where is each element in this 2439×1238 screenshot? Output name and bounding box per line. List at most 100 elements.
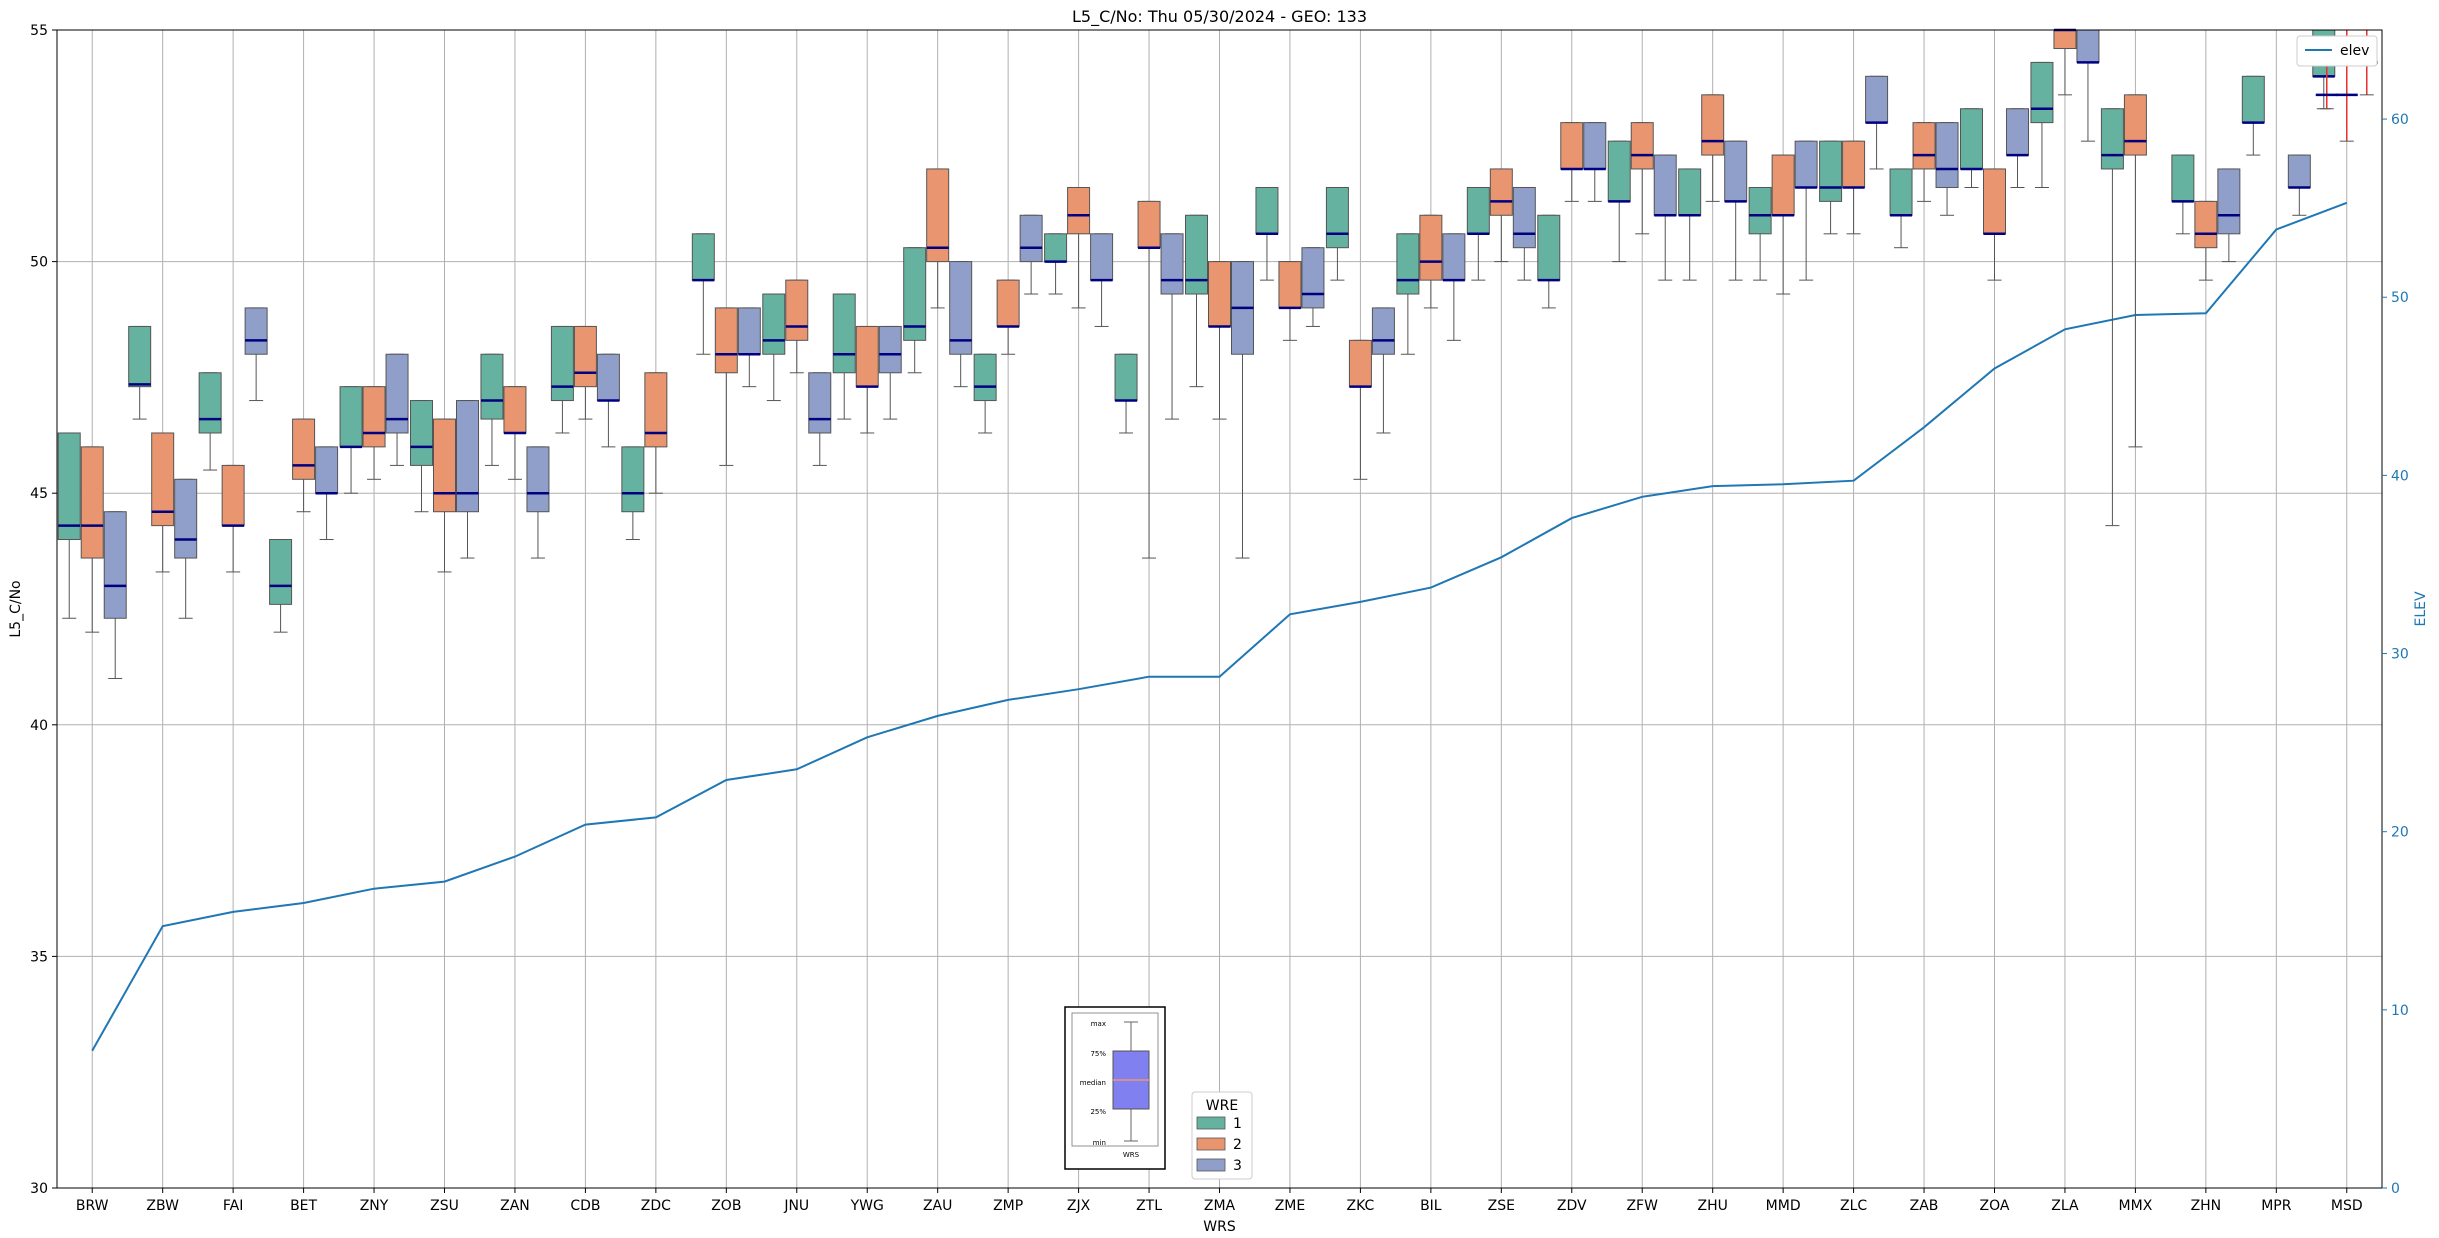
box-wre-3 xyxy=(1794,140,1818,281)
box-wre-2 xyxy=(996,279,1020,355)
box-iqr xyxy=(1724,140,1748,202)
y-tick-label: 45 xyxy=(30,486,48,502)
box-wre-1 xyxy=(1255,186,1279,281)
box-wre-1 xyxy=(1466,186,1490,281)
chart-title: L5_C/No: Thu 05/30/2024 - GEO: 133 xyxy=(1072,7,1367,27)
y-tick-label: 40 xyxy=(30,718,48,734)
box-iqr xyxy=(1935,122,1959,188)
box-iqr xyxy=(1114,353,1138,402)
x-tick-label: ZDV xyxy=(1557,1198,1587,1214)
x-tick-label: ZLA xyxy=(2051,1198,2079,1214)
box-wre-3 xyxy=(596,353,620,448)
box-iqr xyxy=(1044,233,1068,263)
box-wre-3 xyxy=(1371,307,1395,434)
box-wre-3 xyxy=(103,511,127,679)
box-wre-3 xyxy=(1301,247,1325,327)
box-iqr xyxy=(57,432,81,541)
box-iqr xyxy=(292,418,316,480)
x-tick-label: BIL xyxy=(1420,1198,1442,1214)
box-iqr xyxy=(832,293,856,374)
x-tick-label: ZSU xyxy=(430,1198,459,1214)
x-tick-label: ZHU xyxy=(1697,1198,1727,1214)
box-wre-3 xyxy=(808,372,832,466)
box-iqr xyxy=(1983,168,2006,235)
elev-legend: elev xyxy=(2296,35,2378,67)
box-wre-3 xyxy=(315,446,339,541)
box-iqr xyxy=(1185,214,1208,295)
box-wre-3 xyxy=(1442,233,1466,341)
x-tick-label: JNU xyxy=(783,1198,809,1214)
box-wre-1 xyxy=(2030,61,2054,188)
box-iqr xyxy=(1325,186,1349,249)
box-iqr xyxy=(926,168,950,263)
box-iqr xyxy=(1371,307,1395,355)
box-iqr xyxy=(1208,261,1231,327)
box-iqr xyxy=(691,233,715,281)
box-iqr xyxy=(269,539,293,605)
y2-tick-label: 60 xyxy=(2391,112,2409,128)
box-wre-1 xyxy=(1960,108,1983,188)
box-iqr xyxy=(480,353,504,420)
box-wre-2 xyxy=(785,279,809,374)
box-iqr xyxy=(2241,75,2265,124)
x-tick-label: ZFW xyxy=(1626,1198,1658,1214)
box-wre-2 xyxy=(1630,122,1654,235)
x-tick-label: MSD xyxy=(2331,1198,2363,1214)
box-wre-3 xyxy=(174,478,198,619)
box-iqr xyxy=(1771,154,1795,216)
box-wre-1 xyxy=(410,400,433,513)
box-wre-3 xyxy=(2217,168,2241,263)
y2-tick-label: 10 xyxy=(2391,1003,2409,1019)
y2-tick-label: 0 xyxy=(2391,1181,2400,1197)
x-tick-label: ZDC xyxy=(641,1198,671,1214)
box-wre-3 xyxy=(1160,233,1184,420)
box-wre-1 xyxy=(2100,108,2124,527)
box-iqr xyxy=(1301,247,1325,309)
box-wre-3 xyxy=(2287,154,2311,216)
box-iqr xyxy=(785,279,809,341)
box-wre-1 xyxy=(128,325,152,420)
box-iqr xyxy=(903,247,927,341)
box-wre-1 xyxy=(2241,75,2265,156)
box-iqr xyxy=(315,446,339,494)
box-iqr xyxy=(2006,108,2029,156)
box-iqr xyxy=(128,325,152,388)
box-iqr xyxy=(855,325,879,388)
wre-legend-title: WRE xyxy=(1206,1098,1238,1114)
box-wre-1 xyxy=(1396,233,1420,355)
box-iqr xyxy=(1583,122,1607,170)
box-wre-2 xyxy=(1348,339,1372,480)
x-tick-label: ZJX xyxy=(1067,1198,1091,1214)
wre-legend-frame xyxy=(1191,1091,1253,1180)
box-wre-1 xyxy=(1114,353,1138,434)
box-iqr xyxy=(1442,233,1466,281)
box-iqr xyxy=(1701,94,1725,156)
box-iqr xyxy=(1466,186,1490,235)
elev-line xyxy=(91,201,2348,1052)
key-box: max 75% median 25% min WRS xyxy=(1064,1006,1166,1170)
box-iqr xyxy=(1794,140,1818,188)
y-tick-label: 50 xyxy=(30,255,48,271)
box-wre-2 xyxy=(221,464,245,573)
elev-legend-label: elev xyxy=(2340,43,2369,59)
x-axis-label: WRS xyxy=(1203,1219,1236,1235)
x-tick-label: BRW xyxy=(76,1198,109,1214)
box-wre-2 xyxy=(1137,200,1161,559)
box-iqr xyxy=(621,446,645,513)
box-iqr xyxy=(362,386,386,448)
x-tick-label: ZNY xyxy=(360,1198,389,1214)
box-wre-3 xyxy=(737,307,761,388)
box-iqr xyxy=(410,400,433,466)
box-wre-3 xyxy=(456,400,479,559)
box-wre-1 xyxy=(1607,140,1631,263)
wre-legend-label: 1 xyxy=(1233,1116,1242,1132)
box-wre-1 xyxy=(198,372,222,471)
box-wre-3 xyxy=(385,353,409,466)
box-wre-1 xyxy=(762,293,786,402)
box-iqr xyxy=(1090,233,1114,281)
box-wre-2 xyxy=(2123,94,2147,448)
box-wre-2 xyxy=(1701,94,1725,202)
box-iqr xyxy=(1160,233,1184,295)
box-wre-3 xyxy=(949,261,973,388)
box-iqr xyxy=(1748,186,1772,235)
